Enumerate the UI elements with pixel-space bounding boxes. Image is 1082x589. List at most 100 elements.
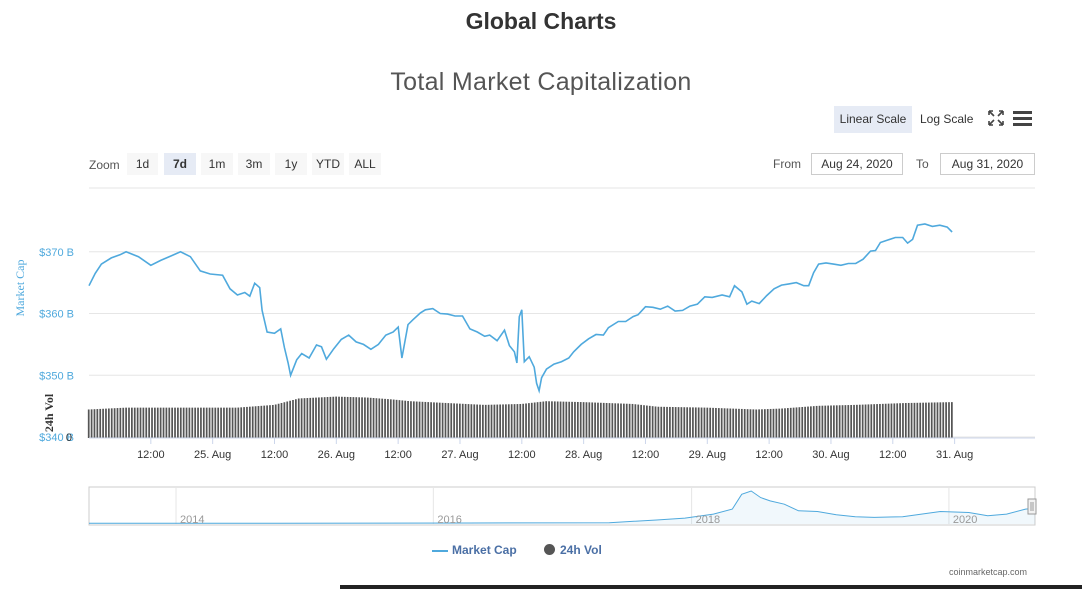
zoom-ytd-button[interactable]: YTD (312, 153, 344, 175)
volume-bar (723, 408, 726, 438)
volume-bar (484, 404, 487, 438)
from-date-input[interactable]: Aug 24, 2020 (811, 153, 903, 175)
volume-bar (387, 399, 389, 438)
volume-bar (945, 402, 947, 438)
volume-bar (87, 409, 90, 438)
volume-bar (208, 407, 211, 438)
volume-bar (617, 403, 619, 438)
volume-bar (329, 396, 332, 438)
zoom-1y-button[interactable]: 1y (275, 153, 307, 175)
volume-bar (769, 408, 772, 438)
volume-bar (375, 398, 378, 438)
volume-bar (876, 404, 878, 438)
volume-bar (297, 398, 300, 438)
volume-bar (303, 398, 306, 438)
volume-bar (223, 407, 225, 438)
volume-bar (381, 398, 384, 438)
volume-bar (787, 408, 789, 438)
volume-bar (858, 404, 861, 438)
legend-volume[interactable]: 24h Vol (544, 543, 602, 557)
volume-bar (666, 406, 668, 438)
to-date-input[interactable]: Aug 31, 2020 (940, 153, 1035, 175)
volume-bar (942, 402, 945, 438)
volume-bar (251, 406, 254, 438)
volume-bar (818, 405, 821, 438)
volume-bar (185, 407, 188, 438)
volume-bar (631, 403, 634, 438)
volume-bar (404, 400, 407, 438)
volume-bar (168, 407, 171, 438)
volume-bar (536, 402, 539, 438)
volume-bar (853, 404, 855, 438)
volume-bar (663, 406, 666, 438)
volume-bar (553, 401, 556, 438)
volume-bar (136, 407, 139, 438)
navigator-tick-label: 2018 (696, 514, 720, 526)
volume-bars (87, 396, 953, 438)
volume-bar (939, 402, 942, 438)
volume-bar (930, 402, 933, 438)
navigator[interactable]: 2014 2016 2018 2020 (88, 486, 1037, 526)
volume-bar (628, 403, 631, 438)
log-scale-button[interactable]: Log Scale (920, 112, 974, 126)
volume-bar (835, 405, 838, 438)
volume-bar (608, 403, 611, 438)
menu-icon[interactable] (1012, 108, 1034, 128)
volume-bar (850, 404, 853, 438)
volume-bar (456, 403, 458, 438)
volume-bar (582, 402, 585, 438)
x-tick-label: 29. Aug (689, 449, 726, 461)
volume-bar (902, 403, 904, 438)
volume-bar (254, 406, 257, 438)
volume-bar (680, 407, 683, 438)
volume-bar (280, 402, 283, 438)
volume-bar (873, 404, 876, 438)
zoom-all-button[interactable]: ALL (349, 153, 381, 175)
volume-bar (697, 407, 700, 438)
zoom-1m-button[interactable]: 1m (201, 153, 233, 175)
volume-bar (407, 400, 409, 438)
volume-bar (105, 408, 107, 438)
volume-bar (755, 409, 758, 438)
volume-bar (338, 396, 340, 438)
volume-bar (490, 404, 493, 438)
volume-bar (90, 409, 93, 438)
volume-bar (476, 404, 478, 438)
volume-bar (513, 404, 516, 438)
y-tick-label: $350 B (39, 370, 74, 382)
zoom-7d-button[interactable]: 7d (164, 153, 196, 175)
credit-link[interactable]: coinmarketcap.com (949, 567, 1028, 577)
y-tick-label: $370 B (39, 247, 74, 259)
volume-bar (499, 404, 502, 438)
volume-bar (651, 406, 654, 438)
grid-lines (89, 251, 1035, 438)
legend-market-cap[interactable]: Market Cap (432, 543, 517, 557)
volume-bar (133, 407, 136, 438)
volume-bar (516, 404, 519, 438)
fullscreen-icon[interactable] (986, 108, 1006, 128)
volume-bar (197, 407, 199, 438)
volume-bar (551, 401, 553, 438)
volume-bar (315, 397, 317, 438)
volume-bar (433, 402, 435, 438)
zoom-1d-button[interactable]: 1d (127, 153, 158, 175)
volume-bar (355, 397, 358, 438)
volume-bar (807, 406, 809, 438)
volume-bar (542, 401, 545, 438)
volume-bar (341, 396, 343, 438)
zoom-3m-button[interactable]: 3m (238, 153, 270, 175)
volume-bar (571, 401, 573, 438)
volume-bar (861, 404, 864, 438)
volume-bar (346, 396, 349, 438)
volume-bar (93, 409, 96, 438)
volume-bar (916, 402, 919, 438)
linear-scale-button[interactable]: Linear Scale (834, 106, 912, 133)
volume-bar (789, 407, 792, 438)
navigator-handle[interactable] (1027, 498, 1037, 515)
volume-bar (827, 405, 830, 438)
volume-bar (692, 407, 694, 438)
volume-bar (766, 409, 769, 438)
legend-volume-swatch (544, 544, 555, 555)
volume-bar (643, 405, 645, 438)
volume-bar (366, 397, 369, 438)
